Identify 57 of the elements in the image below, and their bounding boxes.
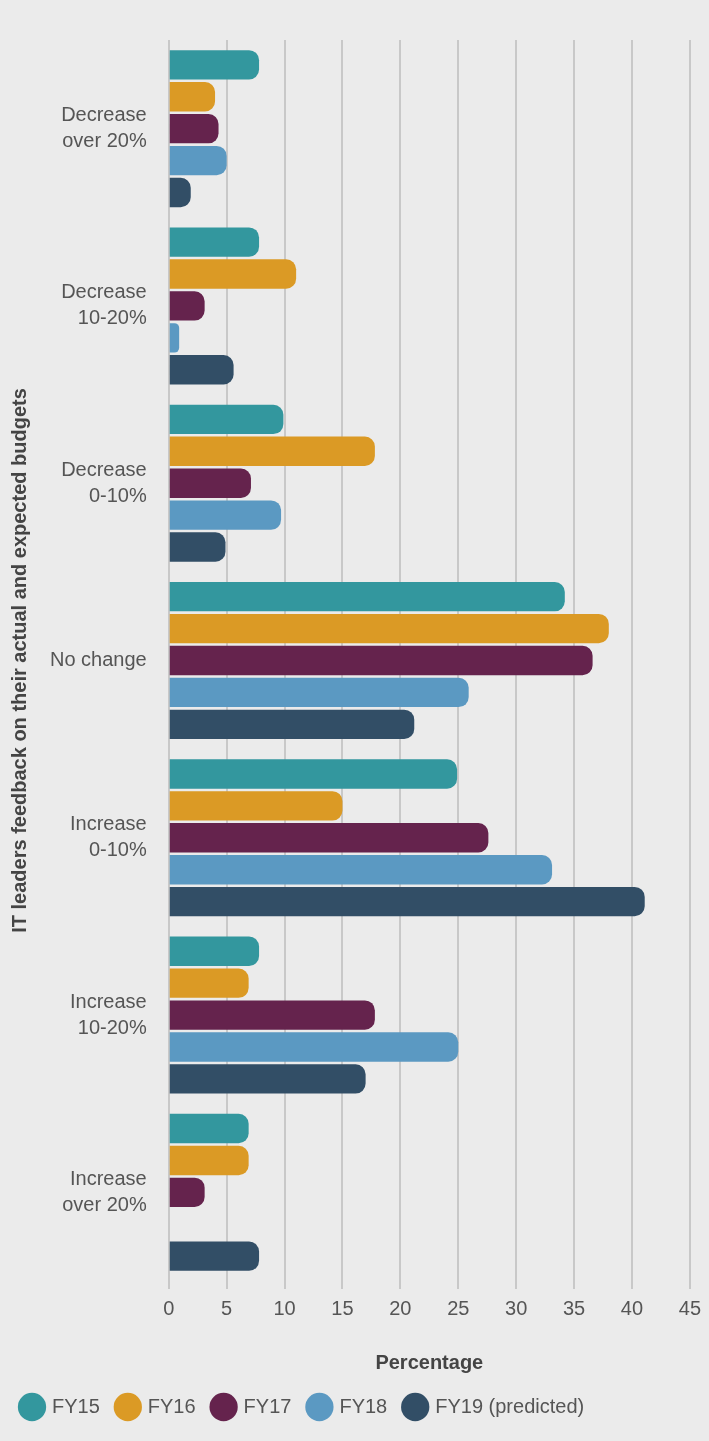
bar: [169, 645, 593, 676]
legend-label: FY16: [147, 1394, 196, 1417]
bar: [169, 1241, 260, 1271]
legend-label: FY15: [52, 1394, 100, 1417]
x-tick-label: 20: [389, 1296, 412, 1319]
bar: [169, 855, 553, 885]
bar: [169, 1145, 249, 1176]
bar: [169, 791, 343, 821]
bar: [169, 355, 234, 385]
y-tick-label: Increase 10-20%: [70, 989, 147, 1038]
bar: [169, 582, 565, 612]
bar: [169, 259, 297, 289]
bar: [169, 1032, 459, 1062]
bar: [169, 1064, 366, 1094]
legend-label: FY19 (predicted): [435, 1394, 585, 1417]
bar: [169, 968, 249, 998]
bar: [169, 532, 226, 562]
bar: [169, 50, 260, 80]
x-tick-label: 35: [562, 1296, 586, 1319]
legend-label: FY18: [339, 1394, 388, 1417]
bar: [169, 886, 645, 917]
y-tick-label: Increase over 20%: [62, 1166, 147, 1215]
bar: [169, 404, 284, 435]
bar: [169, 709, 415, 739]
x-tick-label: 45: [678, 1296, 701, 1319]
bar: [169, 613, 609, 644]
x-tick-label: 40: [620, 1296, 644, 1319]
x-tick-label: 15: [331, 1296, 354, 1319]
y-tick-label: Decrease over 20%: [61, 103, 147, 152]
bar: [169, 145, 227, 176]
x-tick-label: 0: [163, 1296, 175, 1319]
bar: [169, 468, 251, 498]
x-tick-label: 10: [273, 1296, 296, 1319]
bar: [169, 436, 375, 466]
bar: [169, 323, 180, 353]
bar: [169, 823, 489, 853]
bar: [169, 82, 216, 112]
x-tick-label: 30: [505, 1296, 528, 1319]
bar: [169, 1000, 375, 1030]
y-tick-label: No change: [49, 648, 147, 671]
bar: [169, 500, 282, 530]
x-axis-title: Percentage: [375, 1350, 484, 1373]
bar: [169, 227, 260, 257]
y-tick-label: Increase 0-10%: [70, 812, 147, 861]
bar: [169, 759, 458, 789]
legend-label: FY17: [243, 1394, 292, 1417]
bar: [169, 677, 469, 708]
bar: [169, 113, 219, 144]
y-tick-label: Decrease 10-20%: [61, 280, 147, 329]
bar: [169, 936, 260, 966]
bar: [169, 1177, 205, 1208]
y-tick-label: Decrease 0-10%: [61, 457, 147, 506]
bar: [169, 291, 205, 321]
x-tick-label: 25: [447, 1296, 470, 1319]
y-axis-title: IT leaders feedback on their actual and expected budgets: [7, 388, 30, 933]
x-tick-label: 5: [221, 1296, 233, 1319]
bar: [169, 1113, 249, 1144]
